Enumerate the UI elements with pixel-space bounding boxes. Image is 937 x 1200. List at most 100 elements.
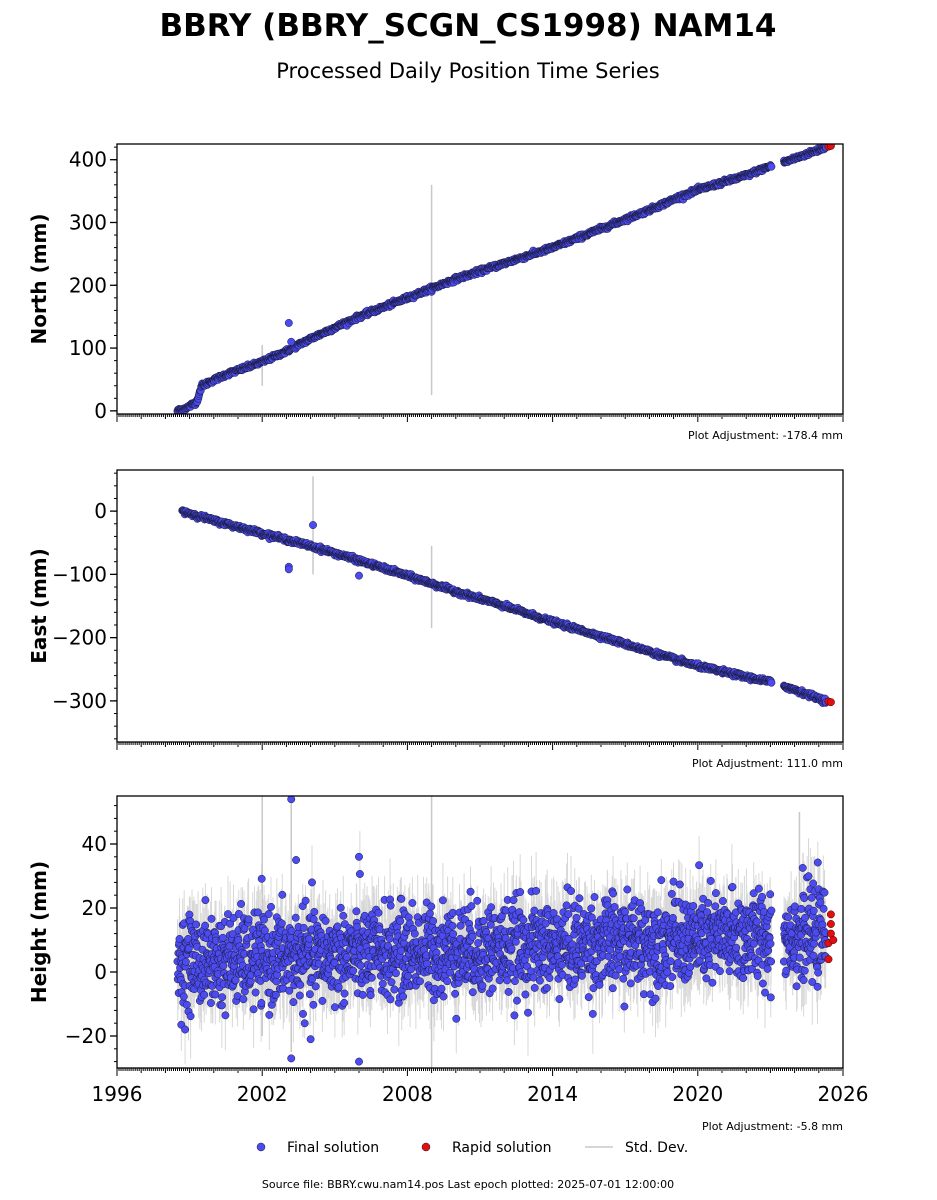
- height-final-point: [535, 976, 544, 985]
- height-final-point: [257, 874, 266, 883]
- height-final-point: [334, 983, 343, 992]
- height-final-point: [818, 920, 827, 929]
- legend-stddev-label: Std. Dev.: [625, 1140, 688, 1156]
- height-final-point: [530, 906, 539, 915]
- height-final-point: [474, 939, 483, 948]
- height-final-point: [798, 863, 807, 872]
- height-final-point: [367, 973, 376, 982]
- east-y-tick-label: −300: [52, 689, 107, 713]
- height-final-point: [211, 990, 220, 999]
- height-final-point: [797, 904, 806, 913]
- height-final-point: [352, 907, 361, 916]
- height-final-point: [667, 889, 676, 898]
- height-x-tick-label: 1996: [92, 1082, 143, 1106]
- height-final-point: [804, 872, 813, 881]
- height-final-point: [626, 979, 635, 988]
- height-x-tick-label: 2014: [527, 1082, 578, 1106]
- height-final-point: [510, 977, 519, 986]
- height-final-point: [186, 1012, 195, 1021]
- height-final-point: [416, 977, 424, 986]
- height-final-points: [173, 796, 830, 1066]
- north-rapid-points: [824, 144, 835, 151]
- height-final-point: [278, 890, 287, 899]
- height-x-tick-label: 2002: [237, 1082, 288, 1106]
- north-y-tick-label: 100: [69, 336, 107, 360]
- height-y-tick-label: −20: [65, 1024, 107, 1048]
- height-final-point: [611, 971, 620, 980]
- height-plot-area: [173, 796, 838, 1068]
- height-final-point: [397, 946, 406, 955]
- height-final-point: [305, 934, 314, 943]
- north-outlier-point: [287, 337, 296, 346]
- height-final-point: [646, 990, 655, 999]
- height-final-point: [513, 996, 521, 1005]
- legend-final-marker: [256, 1142, 266, 1152]
- height-final-point: [521, 990, 530, 999]
- height-final-point: [564, 934, 573, 943]
- height-final-point: [378, 979, 387, 988]
- height-final-point: [703, 908, 712, 917]
- height-final-point: [766, 939, 775, 948]
- height-final-point: [758, 979, 767, 988]
- height-final-point: [572, 913, 581, 922]
- height-final-point: [318, 996, 327, 1005]
- height-final-point: [588, 1009, 597, 1018]
- height-final-point: [674, 958, 683, 967]
- legend-rapid-label: Rapid solution: [452, 1140, 552, 1156]
- height-final-point: [510, 1011, 519, 1020]
- height-final-point: [807, 893, 816, 902]
- height-final-point: [564, 910, 573, 919]
- height-final-point: [479, 917, 488, 925]
- height-final-point: [800, 966, 809, 975]
- height-final-point: [801, 913, 810, 922]
- height-outlier-point: [306, 1035, 315, 1044]
- north-y-tick-label: 200: [69, 273, 107, 297]
- height-final-point: [623, 885, 632, 894]
- height-final-point: [333, 922, 342, 931]
- chart-title: BBRY (BBRY_SCGN_CS1998) NAM14: [159, 8, 776, 44]
- height-final-point: [574, 904, 583, 913]
- height-final-point: [761, 988, 769, 997]
- height-final-point: [819, 904, 828, 913]
- height-final-point: [689, 902, 698, 910]
- height-final-point: [782, 966, 791, 975]
- height-final-point: [702, 974, 711, 983]
- height-final-point: [452, 1014, 461, 1023]
- height-final-point: [257, 999, 266, 1007]
- height-final-point: [468, 988, 477, 997]
- north-y-tick-label: 400: [69, 148, 107, 172]
- east-y-axis-label: East (mm): [27, 548, 51, 664]
- height-final-point: [267, 902, 275, 911]
- height-final-point: [669, 877, 678, 886]
- height-final-point: [578, 971, 586, 980]
- height-final-point: [749, 939, 758, 948]
- height-final-point: [181, 1025, 190, 1034]
- height-final-point: [308, 974, 317, 983]
- height-final-point: [449, 929, 458, 938]
- height-final-point: [340, 998, 349, 1007]
- height-final-point: [767, 957, 776, 966]
- height-final-point: [763, 964, 772, 973]
- east-x-tick-marks: [116, 742, 844, 750]
- height-final-point: [587, 913, 596, 922]
- height-final-point: [575, 894, 584, 903]
- height-final-point: [218, 933, 227, 942]
- height-final-point: [240, 924, 249, 933]
- height-final-point: [396, 917, 405, 926]
- height-final-point: [397, 894, 406, 903]
- height-final-point: [264, 910, 273, 918]
- height-final-point: [349, 966, 358, 975]
- height-final-point: [810, 939, 819, 948]
- height-final-point: [272, 977, 281, 986]
- height-final-point: [218, 993, 227, 1002]
- legend: Final solution Rapid solution Std. Dev.: [256, 1140, 688, 1156]
- north-final-point: [767, 162, 776, 171]
- height-rapid-point: [826, 910, 835, 919]
- height-final-point: [752, 917, 761, 926]
- height-final-point: [311, 982, 320, 991]
- height-final-point: [504, 987, 513, 996]
- height-outlier-point: [355, 1057, 363, 1066]
